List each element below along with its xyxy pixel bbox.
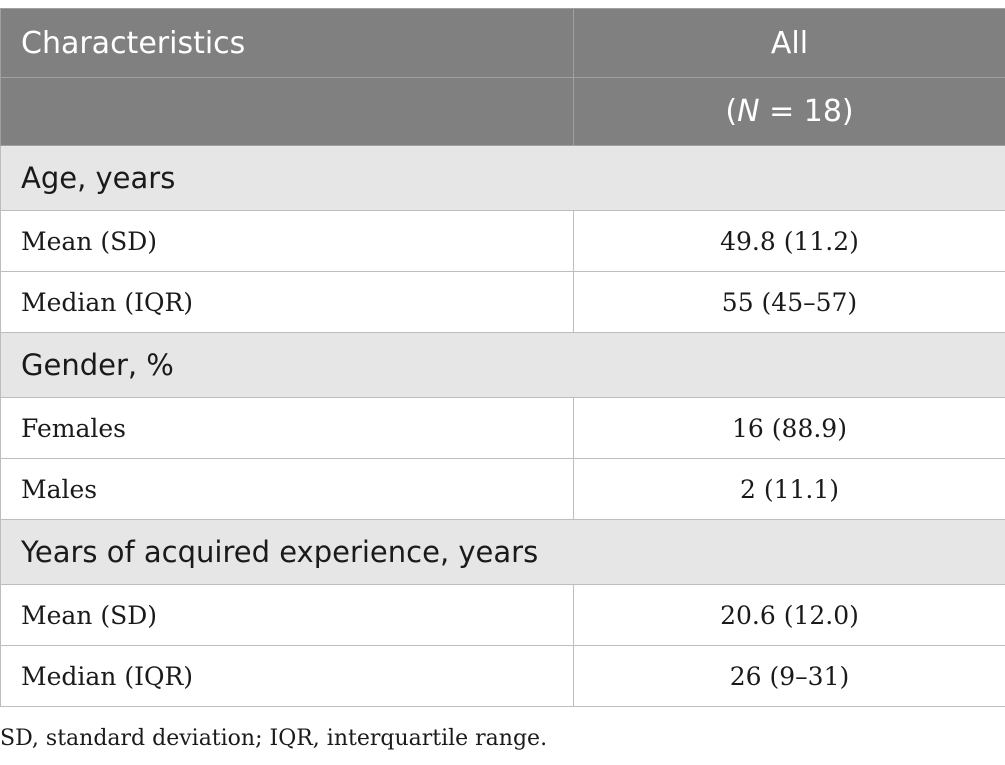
table-row: Mean (SD) 49.8 (11.2) — [0, 210, 1005, 272]
section-row-experience: Years of acquired experience, years — [0, 519, 1005, 585]
table-row: Mean (SD) 20.6 (12.0) — [0, 584, 1005, 646]
row-value: 26 (9–31) — [573, 645, 1005, 707]
table-footnote: SD, standard deviation; IQR, interquarti… — [0, 726, 548, 751]
section-title: Years of acquired experience, years — [0, 519, 1005, 585]
row-label: Median (IQR) — [0, 645, 574, 707]
row-label: Females — [0, 397, 574, 459]
row-value: 49.8 (11.2) — [573, 210, 1005, 272]
row-label: Mean (SD) — [0, 210, 574, 272]
row-value: 2 (11.1) — [573, 458, 1005, 520]
row-label: Median (IQR) — [0, 271, 574, 333]
row-label: Mean (SD) — [0, 584, 574, 646]
row-value: 55 (45–57) — [573, 271, 1005, 333]
row-value: 20.6 (12.0) — [573, 584, 1005, 646]
header-n-var: N — [737, 94, 760, 129]
table-row: Median (IQR) 55 (45–57) — [0, 271, 1005, 333]
header-empty-cell — [0, 77, 574, 146]
section-title: Age, years — [0, 145, 1005, 211]
header-characteristics: Characteristics — [0, 8, 574, 78]
characteristics-table: Characteristics All (N = 18) Age, years … — [0, 8, 1005, 707]
header-n-open: ( — [725, 94, 738, 129]
table-row: Females 16 (88.9) — [0, 397, 1005, 459]
header-n-rest: = 18) — [759, 94, 854, 129]
row-value: 16 (88.9) — [573, 397, 1005, 459]
section-row-age: Age, years — [0, 145, 1005, 211]
row-label: Males — [0, 458, 574, 520]
section-row-gender: Gender, % — [0, 332, 1005, 398]
header-all: All — [573, 8, 1005, 78]
header-n-count: (N = 18) — [573, 77, 1005, 146]
section-title: Gender, % — [0, 332, 1005, 398]
table-row: Median (IQR) 26 (9–31) — [0, 645, 1005, 707]
table-row: Males 2 (11.1) — [0, 458, 1005, 520]
header-subrow: (N = 18) — [0, 77, 1005, 146]
header-row: Characteristics All — [0, 8, 1005, 78]
